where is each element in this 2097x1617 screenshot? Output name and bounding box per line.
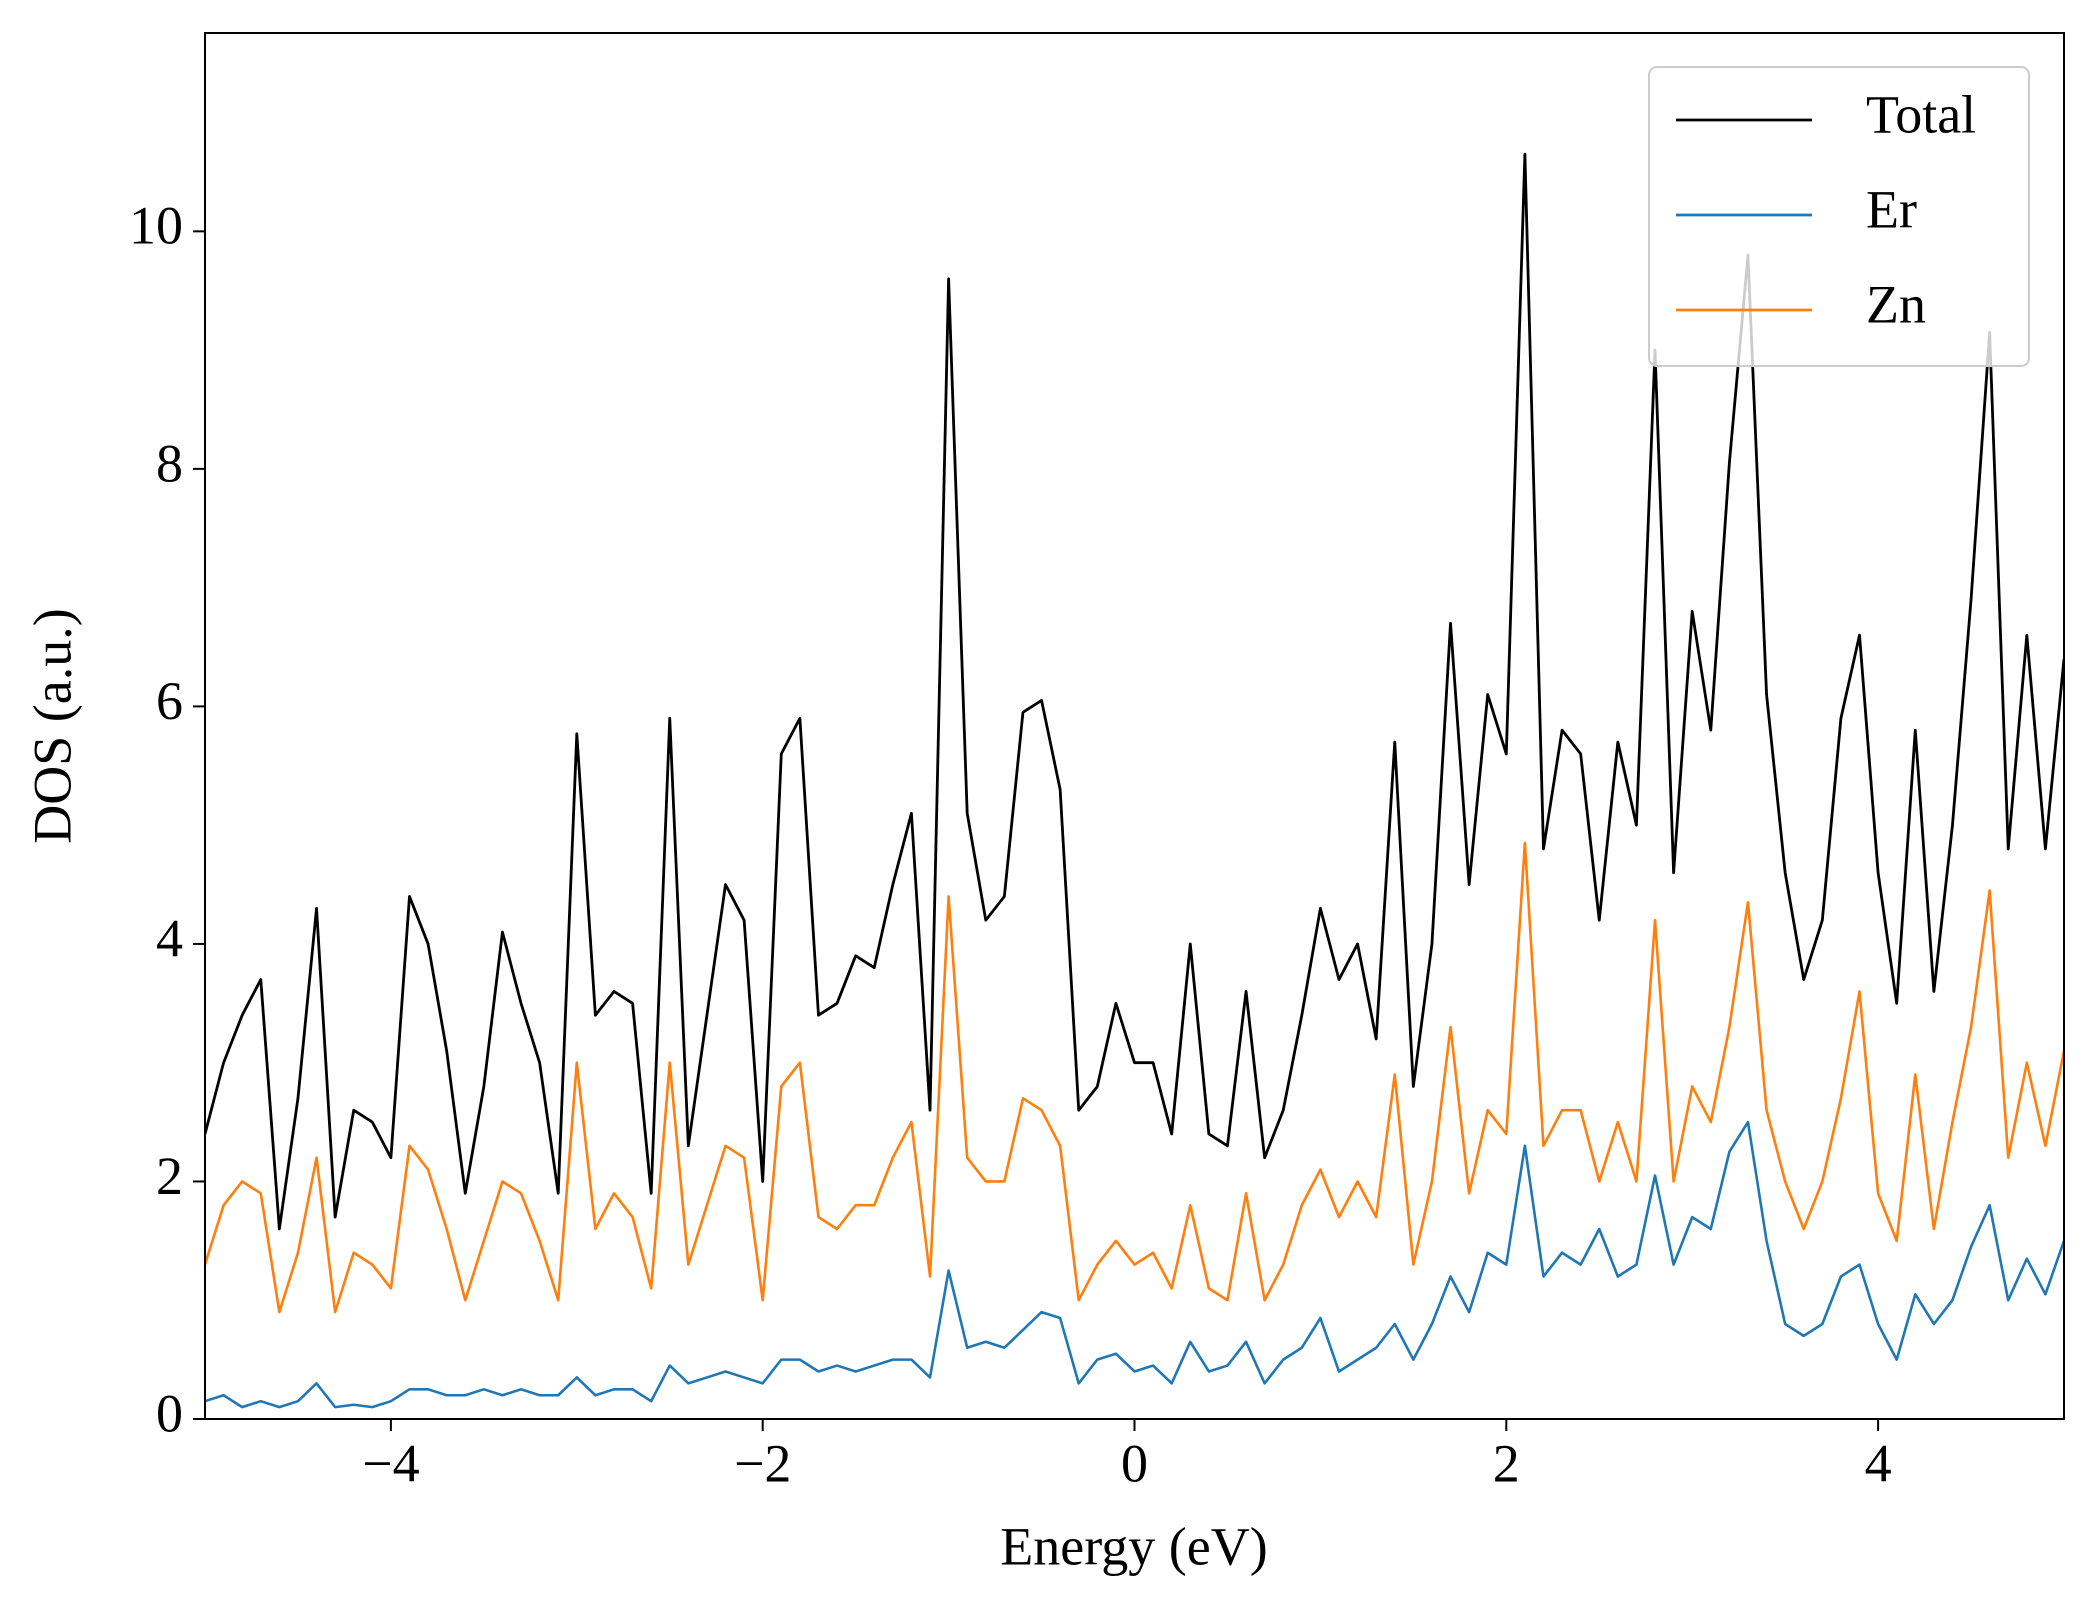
legend-box <box>1648 66 2030 367</box>
x-tick-label: 2 <box>1493 1433 1520 1493</box>
y-tick-label: 8 <box>156 433 183 493</box>
x-axis-label: Energy (eV) <box>1000 1516 1267 1576</box>
plot-frame <box>204 32 2065 1420</box>
y-tick-label: 2 <box>156 1146 183 1206</box>
x-tick-label: −4 <box>362 1433 419 1493</box>
legend: Total Er Zn <box>1648 66 2030 367</box>
legend-label: Zn <box>1866 274 1926 334</box>
x-tick-label: 0 <box>1121 1433 1148 1493</box>
y-tick-label: 6 <box>156 671 183 731</box>
x-tick-label: −2 <box>734 1433 791 1493</box>
legend-label: Er <box>1866 179 1917 239</box>
y-tick-label: 4 <box>156 908 183 968</box>
y-tick-label: 10 <box>129 196 183 256</box>
legend-label: Total <box>1866 84 1976 144</box>
series-line <box>205 1120 2064 1409</box>
plot-area <box>205 152 2064 1409</box>
series-line <box>205 841 2064 1314</box>
series-line <box>205 152 2064 1231</box>
y-axis-label: DOS (a.u.) <box>22 608 82 843</box>
x-tick-label: 4 <box>1865 1433 1892 1493</box>
y-tick-label: 0 <box>156 1383 183 1443</box>
